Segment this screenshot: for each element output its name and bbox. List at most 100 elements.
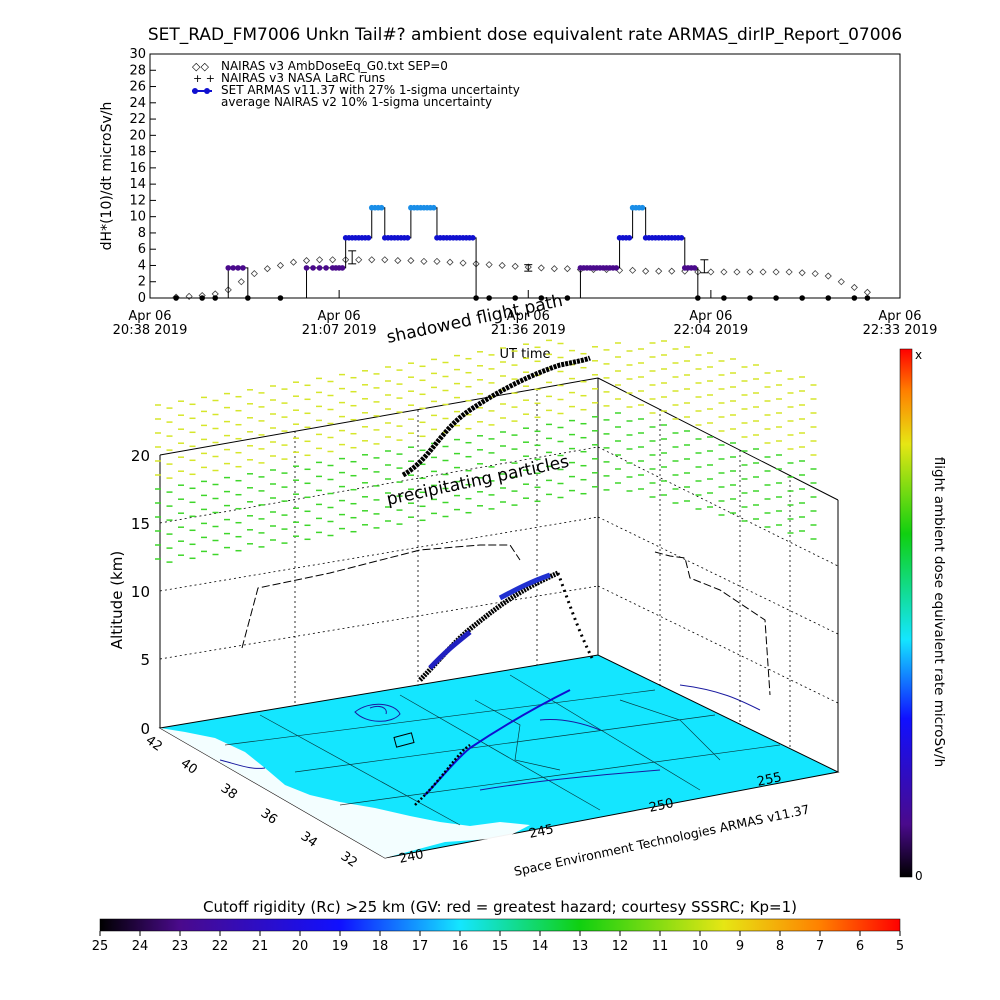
armas-point	[365, 235, 372, 241]
armas-point	[538, 295, 545, 301]
y-tick-label: 16	[129, 161, 146, 176]
armas-point	[799, 295, 805, 301]
longitude-tick-label: 255	[756, 770, 783, 790]
y-tick-label: 22	[129, 112, 146, 127]
armas-point	[212, 295, 219, 301]
legend-entry-nairas-v3-file: NAIRAS v3 AmbDoseEq_G0.txt SEP=0	[221, 59, 448, 73]
legend-entry-nairas-v3-runs: NAIRAS v3 NASA LaRC runs	[221, 71, 385, 85]
rigidity-tick-label: 10	[692, 939, 709, 954]
rigidity-tick-label: 22	[212, 939, 229, 954]
coastline-land	[160, 728, 530, 858]
armas-point	[430, 204, 437, 211]
x-tick-date: Apr 06	[878, 309, 921, 324]
armas-point	[277, 295, 284, 301]
armas-point	[245, 295, 251, 301]
latitude-tick-label: 40	[178, 756, 200, 778]
altitude-profile-lines	[241, 544, 771, 696]
armas-point	[678, 235, 685, 241]
longitude-tick-label: 240	[398, 847, 425, 867]
armas-point	[695, 295, 701, 301]
armas-point	[470, 235, 476, 241]
rigidity-tick-label: 23	[172, 939, 189, 954]
y-tick-label: 18	[129, 145, 146, 160]
nairas-v3-point	[420, 257, 428, 265]
armas-step-line	[176, 207, 868, 299]
armas-point	[310, 265, 316, 271]
latitude-tick-label: 36	[258, 806, 280, 828]
nairas-v3-point	[355, 256, 363, 264]
rigidity-tick-label: 17	[412, 939, 429, 954]
rigidity-tick-label: 20	[292, 939, 309, 954]
x-tick-time: 20:38 2019	[113, 323, 188, 338]
altitude-tick-label: 20	[131, 447, 150, 465]
armas-point	[323, 265, 329, 271]
latitude-tick-label: 34	[298, 829, 320, 851]
nairas-v3-point	[733, 268, 741, 276]
altitude-tick-label: 10	[131, 583, 150, 601]
x-tick-date: Apr 06	[128, 309, 171, 324]
nairas-v3-point	[459, 259, 467, 267]
armas-point	[173, 295, 179, 301]
rigidity-colorbar-ticks: 25 24 23 22 21 20 19 18 17 16 15 14 13 12 11 10 9 8 7 6 5	[92, 931, 904, 954]
nairas-v3-point	[315, 256, 324, 264]
latitude-tick-label: 32	[338, 849, 360, 871]
armas-point	[613, 265, 620, 271]
rigidity-tick-label: 5	[896, 939, 904, 954]
altitude-ticks: 0 5 10 15 20	[131, 447, 150, 738]
time-series-x-axis-label: UT time	[500, 347, 551, 362]
rigidity-tick-label: 24	[132, 939, 149, 954]
nairas-v3-point	[368, 256, 376, 264]
nairas-v3-point	[642, 267, 650, 275]
nairas-v3-point	[237, 278, 245, 286]
nairas-v3-point	[837, 278, 845, 286]
x-tick-time: 22:04 2019	[674, 323, 749, 338]
rigidity-tick-label: 18	[372, 939, 389, 954]
nairas-v3-point	[446, 258, 454, 266]
legend-marker-armas-dot-1	[192, 88, 198, 94]
precipitating-particles-field	[155, 339, 817, 563]
nairas-v3-point	[185, 292, 193, 300]
nairas-v3-point	[720, 268, 728, 276]
legend-marker-diamond: ◇◇	[192, 60, 209, 73]
nairas-v3-point	[629, 266, 637, 274]
nairas-v3-point	[824, 272, 832, 280]
nairas-v3-point	[381, 256, 389, 264]
rigidity-colorbar	[99, 918, 901, 932]
flight-path-lower	[418, 570, 594, 682]
colorbar-min-label: 0	[915, 869, 923, 883]
nairas-v3-point	[707, 268, 715, 276]
nairas-v3-point	[563, 265, 571, 273]
armas-point	[225, 265, 232, 271]
longitude-tick-label: 250	[648, 796, 675, 816]
nairas-v3-point	[668, 267, 676, 275]
armas-point	[316, 265, 323, 271]
floor-track-ground	[414, 743, 471, 806]
armas-point	[473, 295, 479, 301]
armas-point	[747, 295, 753, 301]
nairas-v3-point	[433, 257, 441, 265]
nairas-v3-point	[798, 269, 806, 277]
armas-point	[378, 204, 385, 211]
rigidity-tick-label: 7	[816, 939, 824, 954]
y-tick-label: 6	[138, 242, 146, 257]
y-tick-label: 4	[138, 258, 146, 273]
armas-point	[864, 295, 871, 301]
armas-point	[773, 295, 779, 301]
colorbar-max-label: x	[915, 348, 922, 362]
armas-point	[235, 265, 241, 271]
altitude-tick-label: 0	[140, 720, 150, 738]
y-tick-label: 28	[129, 63, 146, 78]
rigidity-colorbar-title: Cutoff rigidity (Rc) >25 km (GV: red = g…	[203, 898, 797, 916]
x-tick-date: Apr 06	[689, 309, 732, 324]
armas-point	[639, 204, 646, 211]
armas-point	[240, 265, 246, 271]
y-tick-label: 20	[129, 128, 146, 143]
y-tick-label: 2	[138, 275, 146, 290]
nairas-v3-point	[772, 268, 780, 276]
y-tick-label: 8	[138, 226, 146, 241]
legend-entry-nairas-v2: average NAIRAS v2 10% 1-sigma uncertaint…	[221, 95, 492, 109]
